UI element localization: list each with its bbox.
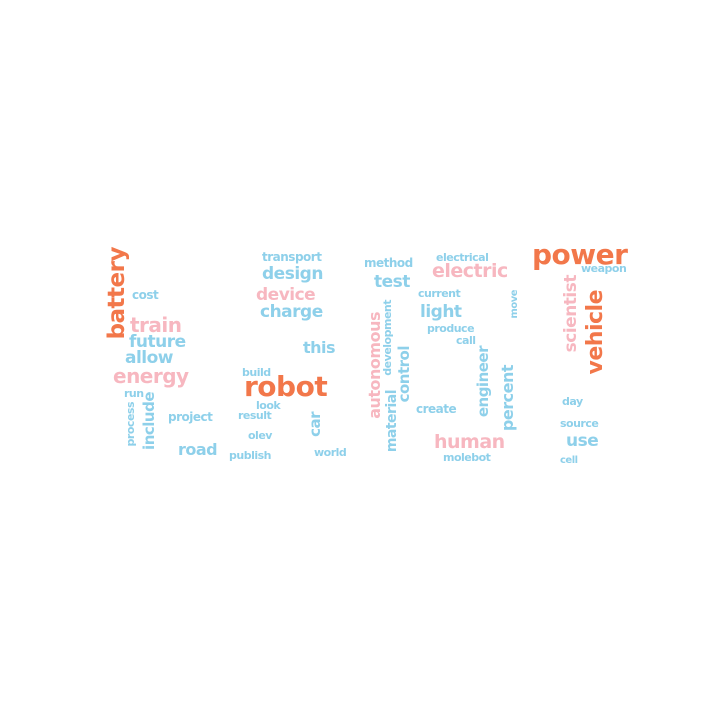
word-charge: charge — [260, 302, 323, 322]
word-produce: produce — [427, 322, 475, 335]
word-run: run — [124, 387, 144, 400]
word-weapon: weapon — [581, 262, 627, 275]
word-battery: battery — [104, 247, 130, 340]
word-train: train — [130, 313, 182, 337]
word-electrical: electrical — [436, 251, 489, 264]
word-test: test — [374, 272, 410, 292]
word-robot: robot — [244, 370, 328, 403]
word-light: light — [420, 302, 462, 322]
word-world: world — [314, 446, 347, 459]
word-method: method — [364, 256, 413, 270]
word-include: include — [140, 392, 158, 450]
word-olev: olev — [248, 429, 272, 442]
word-look: look — [256, 399, 281, 412]
word-call: call — [456, 334, 476, 347]
word-percent: percent — [498, 365, 517, 432]
word-material: material — [384, 390, 400, 453]
word-project: project — [168, 410, 213, 424]
word-source: source — [560, 417, 599, 430]
word-build: build — [242, 366, 271, 379]
word-move: move — [509, 290, 520, 319]
word-car: car — [306, 412, 324, 437]
word-result: result — [238, 409, 272, 422]
word-day: day — [562, 395, 583, 408]
word-electric: electric — [432, 260, 508, 282]
word-scientist: scientist — [561, 275, 581, 353]
word-energy: energy — [113, 364, 189, 388]
word-process: process — [124, 402, 137, 447]
word-engineer: engineer — [474, 346, 492, 418]
word-development: development — [381, 300, 394, 376]
word-design: design — [262, 264, 323, 284]
word-molebot: molebot — [443, 451, 491, 464]
word-future: future — [129, 332, 186, 352]
word-use: use — [566, 431, 599, 451]
word-human: human — [434, 431, 505, 453]
word-current: current — [418, 287, 461, 300]
word-publish: publish — [229, 449, 272, 462]
word-cost: cost — [132, 288, 159, 302]
word-allow: allow — [125, 348, 174, 368]
word-cell: cell — [560, 455, 578, 466]
word-device: device — [256, 285, 316, 305]
word-this: this — [303, 338, 336, 357]
word-create: create — [416, 402, 457, 416]
word-vehicle: vehicle — [583, 290, 608, 375]
word-transport: transport — [262, 250, 322, 264]
word-road: road — [178, 440, 218, 459]
word-power: power — [532, 238, 628, 271]
